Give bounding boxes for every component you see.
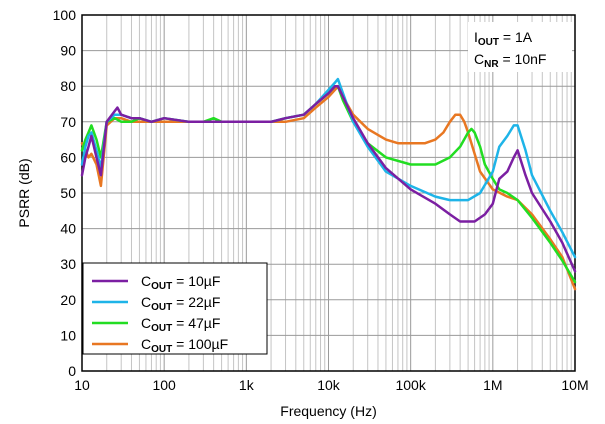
- legend-label-47uf: COUT = 47µF: [141, 315, 220, 334]
- legend-100uf-rest: = 100µF: [172, 336, 228, 352]
- annotation-iout-sub: OUT: [478, 37, 499, 48]
- legend-22uf-sub: OUT: [151, 302, 172, 313]
- legend-label-22uf: COUT = 22µF: [141, 294, 220, 313]
- x-tick-label: 100k: [395, 377, 426, 393]
- annotation-iout-rest: = 1A: [499, 29, 533, 45]
- y-tick-label: 80: [60, 78, 76, 94]
- legend-box: [82, 262, 268, 355]
- legend-10uf-sub: OUT: [151, 281, 172, 292]
- tick-labels: 10 100 1k 10k 100k 1M 10M010203040506070809010…: [53, 7, 589, 393]
- annotation-cnr-main: C: [474, 51, 484, 67]
- y-tick-label: 60: [60, 149, 76, 165]
- x-tick-label: 10k: [317, 377, 341, 393]
- y-axis-label: PSRR (dB): [16, 158, 32, 227]
- legend: COUT = 10µF COUT = 22µF COUT = 47µF COUT…: [82, 262, 268, 355]
- y-tick-label: 30: [60, 256, 76, 272]
- legend-100uf-main: C: [141, 336, 151, 352]
- legend-47uf-sub: OUT: [151, 323, 172, 334]
- legend-47uf-main: C: [141, 315, 151, 331]
- legend-label-10uf: COUT = 10µF: [141, 273, 220, 292]
- legend-100uf-sub: OUT: [151, 344, 172, 355]
- y-tick-label: 50: [60, 185, 76, 201]
- legend-item-10uf: COUT = 10µF: [92, 273, 220, 292]
- annotation-cnr: CNR = 10nF: [474, 51, 546, 70]
- x-tick-label: 100: [152, 377, 176, 393]
- legend-label-100uf: COUT = 100µF: [141, 336, 228, 355]
- legend-10uf-rest: = 10µF: [172, 273, 220, 289]
- legend-22uf-rest: = 22µF: [172, 294, 220, 310]
- legend-10uf-main: C: [141, 273, 151, 289]
- legend-item-47uf: COUT = 47µF: [92, 315, 220, 334]
- y-tick-label: 90: [60, 43, 76, 59]
- annotation-cnr-sub: NR: [484, 59, 499, 70]
- series-line-10uf: [80, 84, 577, 273]
- x-tick-label: 10: [74, 377, 90, 393]
- legend-item-22uf: COUT = 22µF: [92, 294, 220, 313]
- x-tick-label: 1k: [239, 377, 255, 393]
- annotation-iout-main: I: [474, 29, 478, 45]
- series-lines: [80, 77, 577, 291]
- y-tick-label: 10: [60, 327, 76, 343]
- x-tick-label: 1M: [483, 377, 502, 393]
- annotation-iout: IOUT = 1A: [474, 29, 533, 48]
- legend-item-100uf: COUT = 100µF: [92, 336, 228, 355]
- plot-frame: [81, 14, 576, 372]
- legend-47uf-rest: = 47µF: [172, 315, 220, 331]
- x-tick-label: 10M: [561, 377, 588, 393]
- y-tick-label: 70: [60, 114, 76, 130]
- conditions-annotation: IOUT = 1A CNR = 10nF: [468, 22, 572, 72]
- legend-22uf-main: C: [141, 294, 151, 310]
- annotation-cnr-rest: = 10nF: [499, 51, 547, 67]
- x-axis-label: Frequency (Hz): [280, 403, 376, 419]
- series-line-22uf: [80, 77, 577, 259]
- y-tick-label: 0: [68, 363, 76, 379]
- y-tick-label: 20: [60, 292, 76, 308]
- annotation-background: [468, 22, 572, 72]
- y-tick-label: 100: [53, 7, 77, 23]
- y-tick-label: 40: [60, 221, 76, 237]
